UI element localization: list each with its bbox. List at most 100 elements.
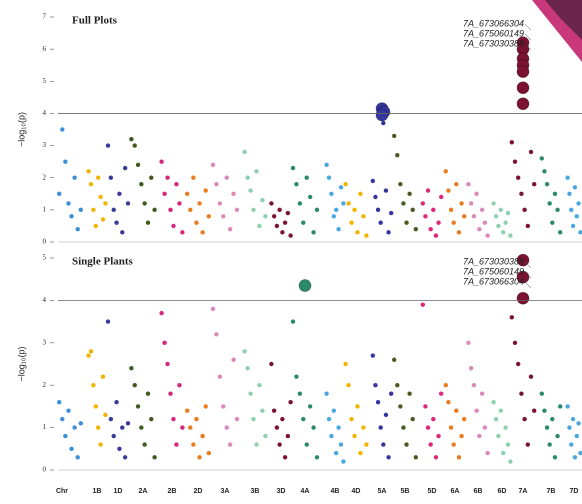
snp-point [254, 169, 258, 173]
snp-point [257, 383, 261, 387]
snp-point [286, 434, 290, 438]
snp-point [103, 413, 107, 417]
snp-point [263, 434, 267, 438]
snp-point [76, 227, 80, 231]
y-tick-label: 7 [43, 13, 47, 21]
snp-point [235, 417, 239, 421]
snp-point [428, 442, 432, 446]
snp-point [106, 319, 110, 323]
snp-point [291, 166, 295, 170]
snp-point [180, 230, 184, 234]
snp-point [553, 192, 557, 196]
snp-point [174, 182, 178, 186]
snp-point [444, 383, 448, 387]
x-tick-label: 7D [570, 488, 579, 495]
snp-point [86, 169, 90, 173]
snp-point [168, 208, 172, 212]
snp-point [269, 201, 273, 205]
x-tick-label: 7B [547, 488, 556, 495]
snp-point [112, 208, 116, 212]
snp-point [286, 211, 290, 215]
snp-point [459, 434, 463, 438]
snp-point [242, 349, 246, 353]
snp-point [76, 455, 80, 459]
snp-point [341, 459, 345, 463]
snp-point [567, 425, 571, 429]
snp-point [336, 425, 340, 429]
snp-point [392, 134, 396, 138]
snp-point [547, 201, 551, 205]
x-tick-label: 5B [401, 488, 410, 495]
snp-point [142, 442, 146, 446]
snp-point [112, 434, 116, 438]
snp-point [477, 227, 481, 231]
snp-point [395, 383, 399, 387]
snp-point [245, 366, 249, 370]
snp-point [571, 224, 575, 228]
snp-point [378, 221, 382, 225]
snp-point [371, 179, 375, 183]
snp-point [550, 221, 554, 225]
snp-point [376, 208, 380, 212]
y-tick-label: 1 [43, 423, 47, 431]
snp-point [136, 163, 140, 167]
snp-point [542, 408, 546, 412]
snp-point [431, 417, 435, 421]
snp-point [457, 455, 461, 459]
x-tick-label: 1B [93, 488, 102, 495]
snp-point [411, 417, 415, 421]
snp-point [401, 425, 405, 429]
snp-point [260, 408, 264, 412]
snp-point [171, 417, 175, 421]
snp-point [180, 425, 184, 429]
snp-point [485, 451, 489, 455]
snp-point [532, 408, 536, 412]
snp-point [60, 127, 64, 131]
snp-point [98, 195, 102, 199]
snp-point [79, 208, 83, 212]
snp-point [305, 442, 309, 446]
snp-point [384, 413, 388, 417]
snp-point [254, 442, 258, 446]
snp-point [431, 208, 435, 212]
significant-snp [517, 292, 529, 304]
snp-point [352, 434, 356, 438]
x-tick-label: 5A [378, 488, 387, 495]
snp-point [565, 404, 569, 408]
snp-point [275, 224, 279, 228]
snp-point [558, 230, 562, 234]
snp-point [516, 176, 520, 180]
snp-point [576, 421, 580, 425]
snp-point [63, 434, 67, 438]
snp-point [329, 434, 333, 438]
snp-point [146, 391, 150, 395]
snp-point [117, 192, 121, 196]
y-tick-label: 0 [43, 466, 47, 474]
snp-point [177, 201, 181, 205]
snp-point [532, 182, 536, 186]
snp-point [251, 208, 255, 212]
snp-point [288, 400, 292, 404]
snp-point [171, 224, 175, 228]
snp-point [449, 425, 453, 429]
snp-point [263, 214, 267, 218]
snp-point [491, 400, 495, 404]
snp-point [308, 195, 312, 199]
snp-point [177, 383, 181, 387]
snp-point [395, 153, 399, 157]
snp-point [477, 434, 481, 438]
snp-point [283, 221, 287, 225]
snp-point [231, 192, 235, 196]
snp-point [364, 233, 368, 237]
snp-point [123, 166, 127, 170]
snp-point [573, 455, 577, 459]
snp-point [339, 185, 343, 189]
snp-point [426, 425, 430, 429]
snp-point [423, 214, 427, 218]
x-tick-label: 2D [194, 488, 203, 495]
significant-snp [517, 82, 529, 94]
snp-point [324, 391, 328, 395]
snp-point [411, 208, 415, 212]
snp-point [522, 417, 526, 421]
snp-point [501, 230, 505, 234]
